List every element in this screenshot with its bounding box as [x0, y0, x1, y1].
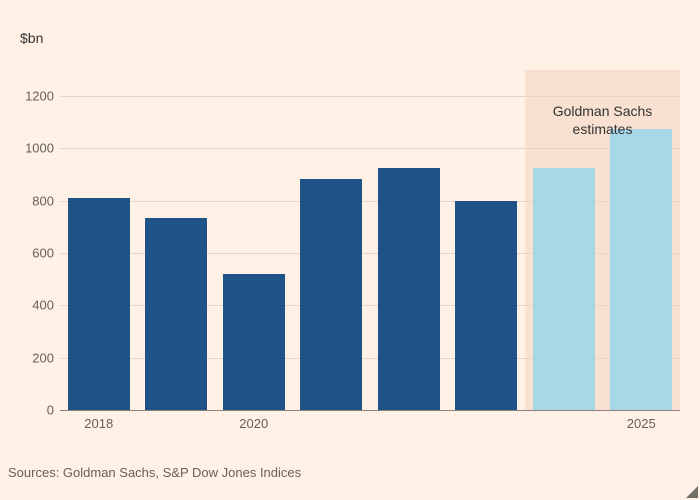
x-tick-label: 2018 [84, 416, 113, 431]
bar [533, 168, 595, 410]
y-axis-label: $bn [20, 30, 43, 46]
sources-text: Sources: Goldman Sachs, S&P Dow Jones In… [8, 465, 301, 480]
gridline [60, 410, 680, 411]
y-tick-label: 1200 [20, 89, 54, 104]
resize-handle-icon [686, 486, 698, 498]
bar [378, 168, 440, 410]
bar [610, 129, 672, 410]
annotation-line1: Goldman Sachs [553, 103, 653, 119]
bar [223, 274, 285, 410]
y-tick-label: 800 [20, 193, 54, 208]
y-tick-label: 200 [20, 350, 54, 365]
annotation-line2: estimates [573, 121, 633, 137]
x-tick-label: 2020 [239, 416, 268, 431]
gridline [60, 96, 680, 97]
y-tick-label: 0 [20, 403, 54, 418]
y-tick-label: 1000 [20, 141, 54, 156]
bar [145, 218, 207, 410]
bar [455, 201, 517, 410]
x-tick-label: 2025 [627, 416, 656, 431]
bar [300, 179, 362, 410]
bar [68, 198, 130, 410]
gridline [60, 148, 680, 149]
y-tick-label: 400 [20, 298, 54, 313]
chart-container: $bn 020040060080010001200201820202025Gol… [20, 30, 680, 450]
y-tick-label: 600 [20, 246, 54, 261]
estimate-annotation: Goldman Sachs estimates [543, 102, 663, 138]
plot-area: 020040060080010001200201820202025Goldman… [60, 70, 680, 410]
